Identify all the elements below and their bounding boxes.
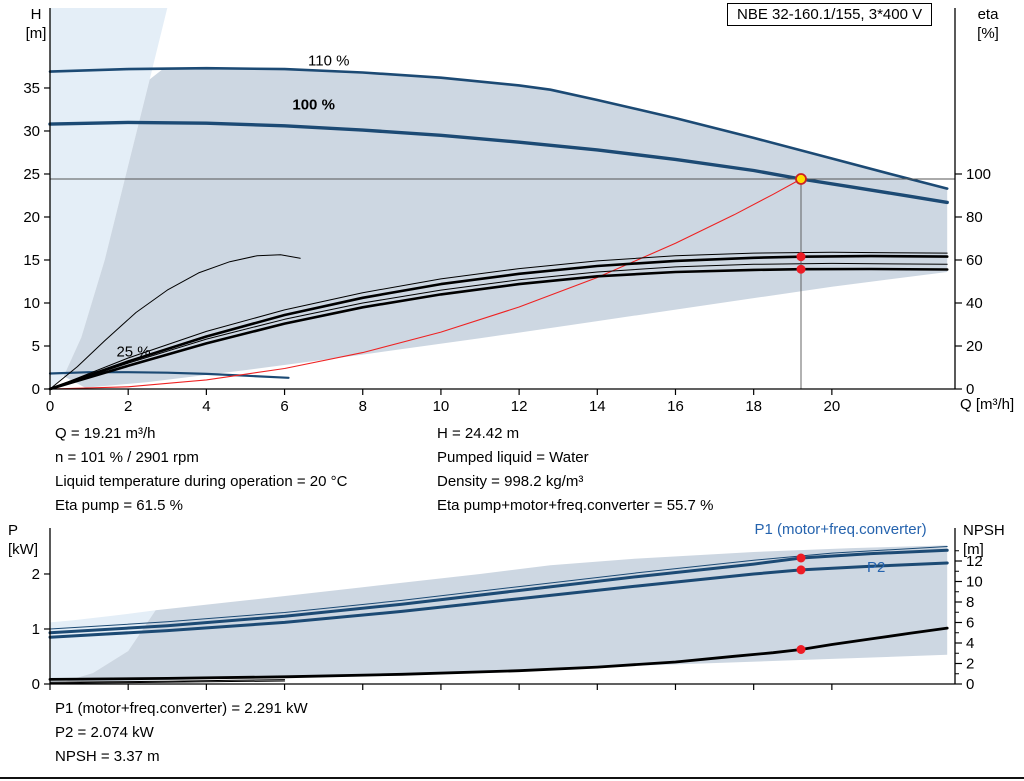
y-tick-label-right: 6 xyxy=(966,615,974,632)
y-tick-label-left: 5 xyxy=(32,338,40,355)
info-line-p1: P1 (motor+freq.converter) = 2.291 kW xyxy=(55,700,308,717)
pump-model-box: NBE 32-160.1/155, 3*400 V xyxy=(727,3,933,26)
x-tick-label: 10 xyxy=(433,398,450,415)
p1-curve xyxy=(48,548,949,635)
x-tick-label: 8 xyxy=(359,398,367,415)
y-tick-label-right: 80 xyxy=(966,209,983,226)
p1-thin xyxy=(49,546,948,630)
x-tick-label: 16 xyxy=(667,398,684,415)
hq-chart-canvas: 0 2 4 6 8 10 12 14 16 18 20 0 5 10 15 20 25 30 35 0 20 40 60 80… xyxy=(23,8,991,415)
p2-point xyxy=(796,565,806,575)
eta-pump-thin xyxy=(49,251,948,390)
y-tick-label-right: 60 xyxy=(966,252,983,269)
p-low-thin-1 xyxy=(49,679,286,683)
x-tick-label: 12 xyxy=(511,398,528,415)
info-line-eta-pump: Eta pump = 61.5 % xyxy=(55,497,183,514)
y-tick-label-left: 30 xyxy=(23,123,40,140)
x-tick-label: 0 xyxy=(46,398,54,415)
y-tick-label-left: 20 xyxy=(23,209,40,226)
speed-curve-100 xyxy=(48,120,949,205)
speed-curve-25 xyxy=(48,371,290,379)
npsh-axis-label: NPSH [m] xyxy=(963,521,1019,559)
npsh-curve xyxy=(48,626,949,681)
eta-axis-label-symbol: eta xyxy=(977,6,999,23)
eta-total-point xyxy=(796,264,806,274)
p2-curve xyxy=(48,561,949,639)
x-tick-label: 4 xyxy=(202,398,210,415)
y-tick-label-left: 35 xyxy=(23,80,40,97)
y-tick-label-right: 20 xyxy=(966,338,983,355)
eta-pump-point xyxy=(796,252,806,262)
y-tick-label-right: 2 xyxy=(966,656,974,673)
info-line-liquid: Pumped liquid = Water xyxy=(437,449,589,466)
y-tick-label-left: 2 xyxy=(32,566,40,583)
speed-curve-110 xyxy=(48,66,949,190)
h-axis-label-symbol: H xyxy=(30,6,42,23)
p1-curve-label: P1 (motor+freq.converter) xyxy=(754,521,926,538)
eta-total-thin xyxy=(49,262,948,390)
y-tick-label-left: 25 xyxy=(23,166,40,183)
h-axis-label: H [m] xyxy=(16,5,56,43)
y-tick-label-left: 0 xyxy=(32,381,40,398)
x-tick-label: 18 xyxy=(745,398,762,415)
y-tick-label-right: 8 xyxy=(966,594,974,611)
info-line-temperature: Liquid temperature during operation = 20… xyxy=(55,473,348,490)
eta-curve-reduced-speed xyxy=(49,254,301,390)
info-line-p2: P2 = 2.074 kW xyxy=(55,724,154,741)
info-line-speed: n = 101 % / 2901 rpm xyxy=(55,449,199,466)
p-low-thin-2 xyxy=(49,680,286,684)
eta-axis-label: eta [%] xyxy=(966,5,1010,43)
y-tick-label-left: 1 xyxy=(32,621,40,638)
operating-range-light xyxy=(50,8,168,389)
speed-label-100: 100 % xyxy=(292,96,335,113)
y-tick-label-right: 12 xyxy=(966,553,983,570)
p-axis-label-unit: [kW] xyxy=(8,541,38,558)
y-tick-label-right: 100 xyxy=(966,166,991,183)
power-info-block: P1 (motor+freq.converter) = 2.291 kW P2 … xyxy=(55,697,308,769)
info-line-q: Q = 19.21 m³/h xyxy=(55,425,156,442)
info-line-npsh: NPSH = 3.37 m xyxy=(55,748,160,765)
q-axis-label: Q [m³/h] xyxy=(960,396,1015,413)
x-tick-label: 6 xyxy=(280,398,288,415)
y-tick-label-right: 10 xyxy=(966,574,983,591)
duty-info-left-column: Q = 19.21 m³/h n = 101 % / 2901 rpm Liqu… xyxy=(55,422,347,518)
h-axis-label-unit: [m] xyxy=(25,25,47,42)
speed-label-25: 25 % xyxy=(116,343,150,360)
x-tick-label: 20 xyxy=(824,398,841,415)
npsh-axis-label-unit: [m] xyxy=(963,541,984,558)
duty-point[interactable] xyxy=(795,173,807,185)
power-range xyxy=(65,545,948,682)
y-tick-label-right: 0 xyxy=(966,381,974,398)
duty-info-right-column: H = 24.42 m Pumped liquid = Water Densit… xyxy=(437,422,713,518)
x-tick-label: 2 xyxy=(124,398,132,415)
eta-axis-label-unit: [%] xyxy=(977,25,999,42)
y-tick-label-left: 15 xyxy=(23,252,40,269)
operating-range xyxy=(63,68,948,388)
y-tick-label-left: 0 xyxy=(32,676,40,692)
y-tick-label-right: 4 xyxy=(966,635,974,652)
pump-model-text: NBE 32-160.1/155, 3*400 V xyxy=(737,6,923,23)
p-axis-label-symbol: P xyxy=(8,522,19,539)
info-line-eta-total: Eta pump+motor+freq.converter = 55.7 % xyxy=(437,497,714,514)
page-divider xyxy=(0,777,1024,779)
p-axis-label: P [kW] xyxy=(8,521,52,559)
npsh-point xyxy=(796,645,806,654)
npsh-axis-label-symbol: NPSH xyxy=(963,522,1005,539)
y-tick-label-right: 0 xyxy=(966,676,974,692)
p2-curve-label: P2 xyxy=(867,559,885,576)
system-curve xyxy=(49,178,802,390)
info-line-h: H = 24.42 m xyxy=(437,425,520,442)
y-tick-label-right: 40 xyxy=(966,295,983,312)
p1-point xyxy=(796,553,806,563)
info-line-density: Density = 998.2 kg/m³ xyxy=(437,473,584,490)
x-tick-label: 14 xyxy=(589,398,606,415)
speed-label-110: 110 % xyxy=(308,53,349,70)
y-tick-label-left: 10 xyxy=(23,295,40,312)
